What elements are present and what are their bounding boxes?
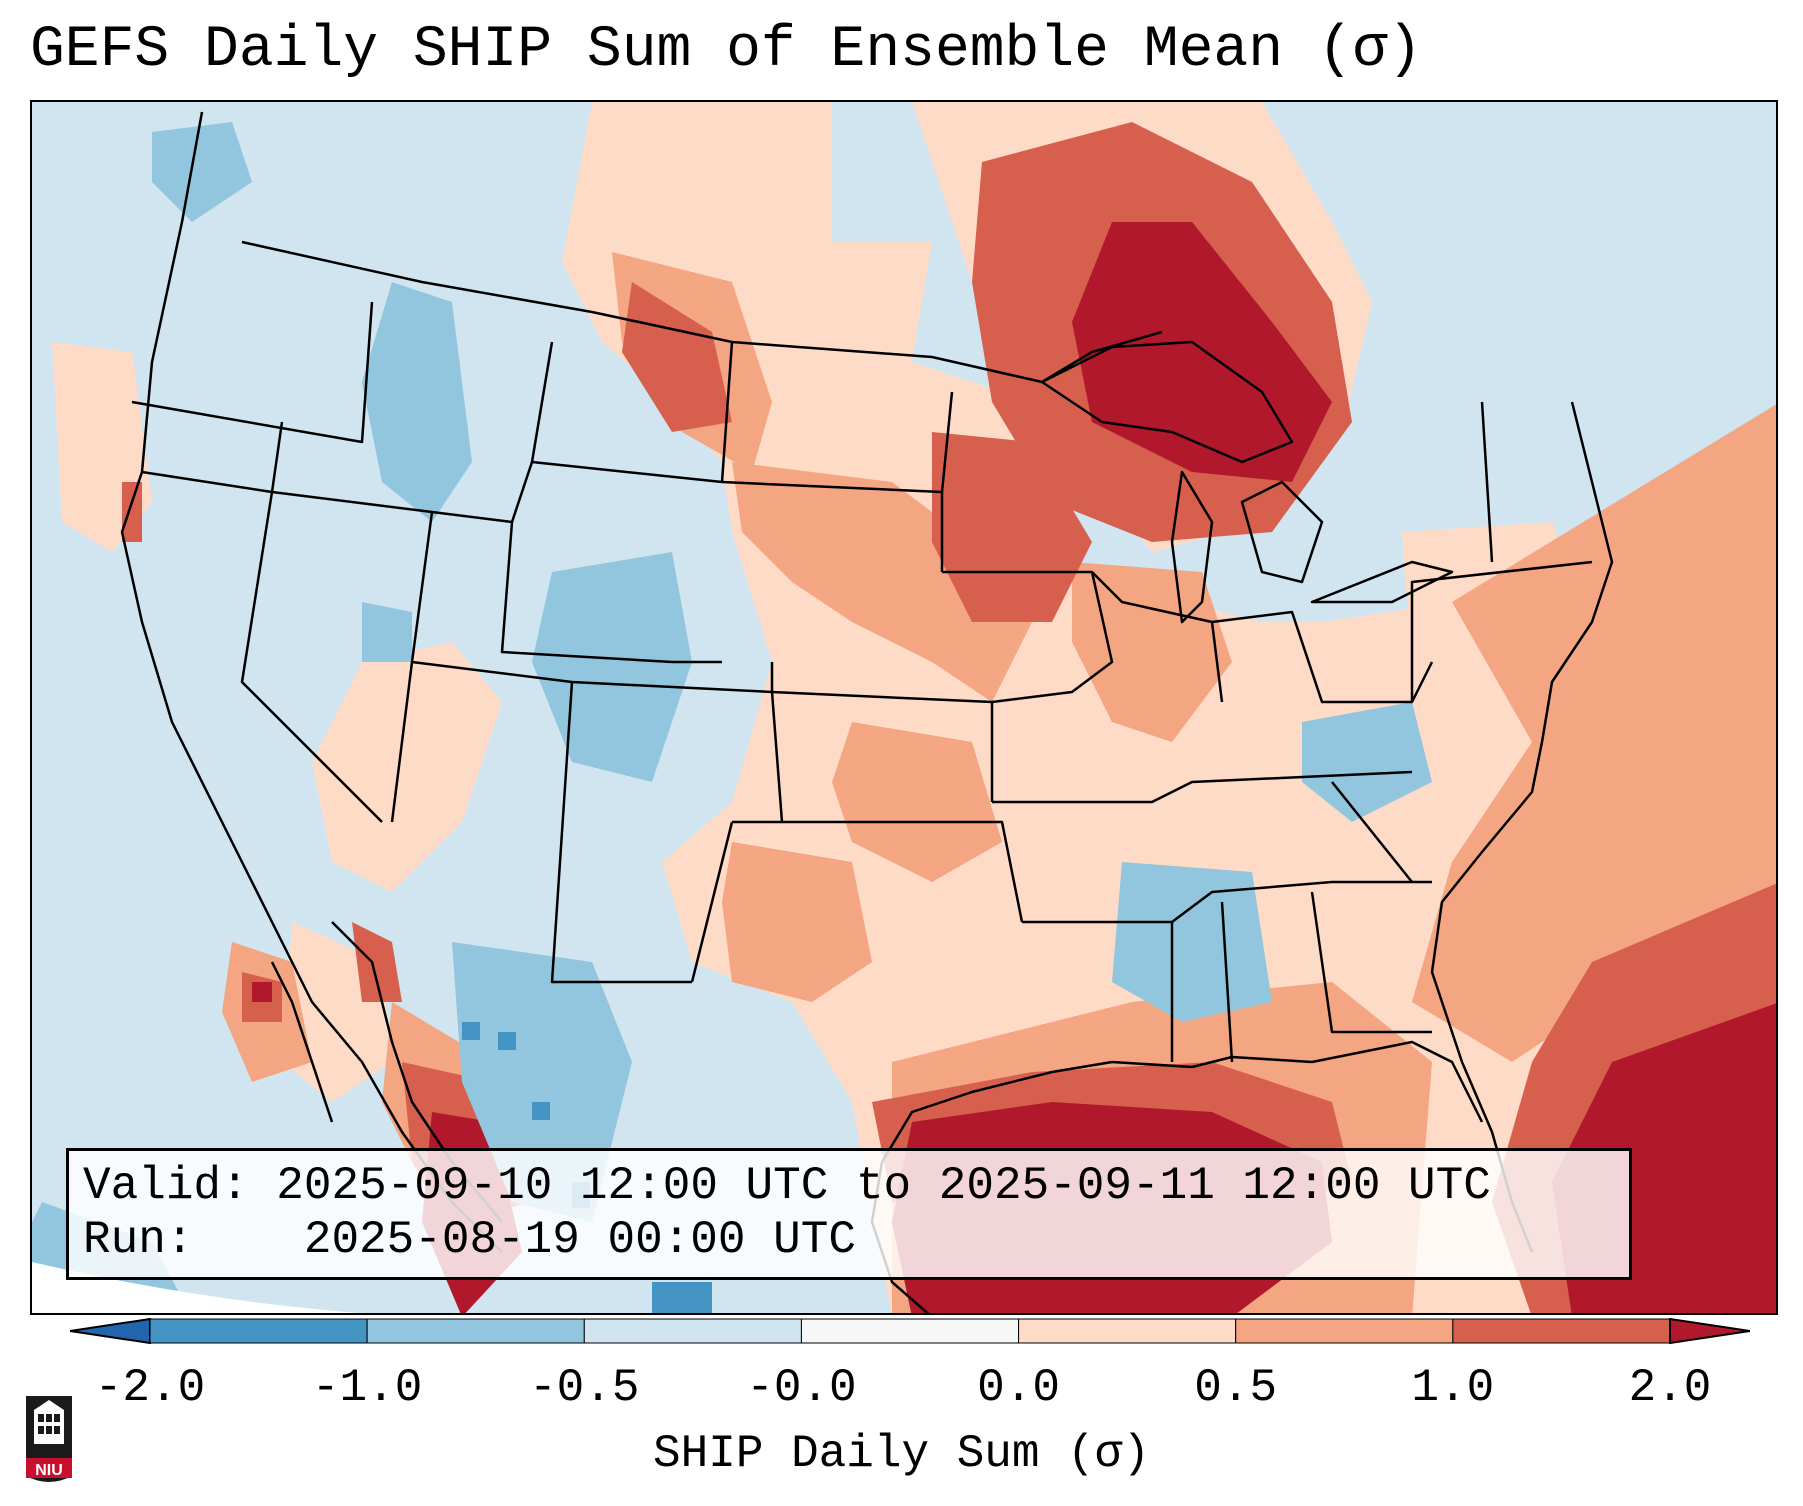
colorbar-tick-label: -0.0 xyxy=(746,1362,857,1414)
colorbar-under-arrow xyxy=(70,1318,151,1344)
colorbar-label: SHIP Daily Sum (σ) xyxy=(653,1428,1150,1480)
valid-label: Valid: xyxy=(83,1160,249,1212)
colorbar-bins xyxy=(149,1318,1671,1344)
field-negative-strong xyxy=(462,1022,712,1313)
colorbar-bin xyxy=(1018,1318,1237,1344)
colorbar-tick-label: -1.0 xyxy=(311,1362,423,1414)
colorbar-bin xyxy=(583,1318,802,1344)
map-title: GEFS Daily SHIP Sum of Ensemble Mean (σ) xyxy=(30,18,1423,83)
colorbar-bin xyxy=(1452,1318,1671,1344)
valid-time-range: 2025-09-10 12:00 UTC to 2025-09-11 12:00… xyxy=(276,1160,1491,1212)
run-label: Run: xyxy=(83,1214,194,1266)
ship-field-map xyxy=(32,102,1776,1313)
colorbar-tick-label: 1.0 xyxy=(1411,1362,1495,1414)
colorbar-bin xyxy=(1235,1318,1454,1344)
run-time: 2025-08-19 00:00 UTC xyxy=(303,1214,856,1266)
niu-logo-icon xyxy=(26,1396,72,1482)
map-panel xyxy=(30,100,1778,1315)
colorbar-bin xyxy=(149,1318,368,1344)
colorbar-tick-label: 0.5 xyxy=(1194,1362,1278,1414)
colorbar-bin xyxy=(366,1318,585,1344)
colorbar-tick-label: -2.0 xyxy=(94,1362,206,1414)
colorbar-over-arrow xyxy=(1669,1318,1750,1344)
colorbar-tick-label: 2.0 xyxy=(1628,1362,1712,1414)
projection-edge xyxy=(32,1262,359,1313)
field-negative xyxy=(32,122,1432,1313)
logo-text: NIU xyxy=(35,1462,63,1479)
colorbar xyxy=(70,1318,1750,1344)
colorbar-tick-label: 0.0 xyxy=(977,1362,1060,1414)
boundaries xyxy=(120,111,1614,1313)
colorbar-tick-label: -0.5 xyxy=(529,1362,640,1414)
colorbar-bin xyxy=(800,1318,1020,1344)
valid-run-info-box: Valid: 2025-09-10 12:00 UTC to 2025-09-1… xyxy=(66,1148,1632,1280)
